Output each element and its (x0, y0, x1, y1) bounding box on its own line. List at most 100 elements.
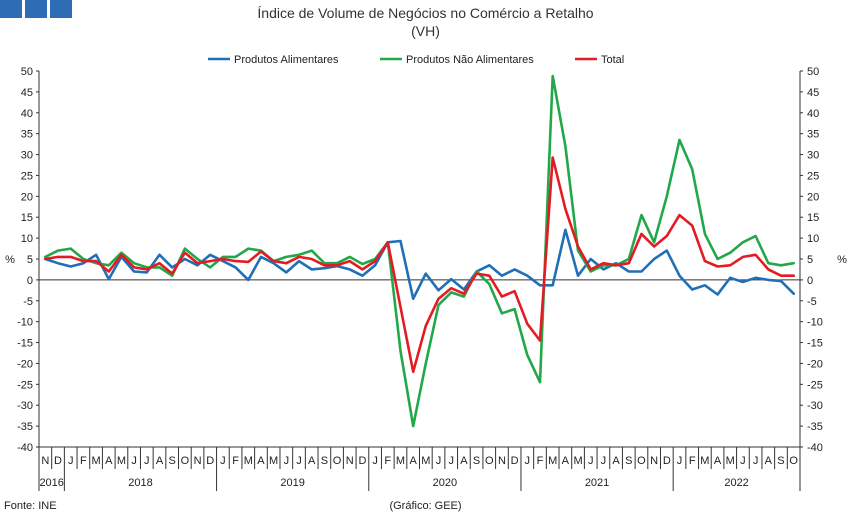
month-label: D (663, 455, 671, 467)
month-label: S (321, 455, 328, 467)
month-label: A (308, 455, 316, 467)
ine-logo (0, 0, 72, 18)
legend-label-2: Produtos Não Alimentares (406, 54, 534, 66)
month-label: O (333, 455, 342, 467)
month-label: A (105, 455, 113, 467)
month-label: J (144, 455, 150, 467)
month-label: A (562, 455, 570, 467)
axes: -40 -40 -35 -35 -30 -30 -25 -25 -20 -20 -15 -15 -10 -… (5, 66, 847, 491)
y-tick-label-right: -20 (807, 358, 823, 370)
year-label: 2021 (585, 477, 609, 489)
y-tick-label-left: -35 (17, 421, 33, 433)
month-label: O (789, 455, 798, 467)
month-label: J (296, 455, 302, 467)
month-label: M (573, 455, 582, 467)
month-label: M (269, 455, 278, 467)
month-label: N (346, 455, 354, 467)
y-axis-label-left: % (5, 254, 15, 266)
y-tick-label-left: 25 (21, 170, 33, 182)
logo-block-1 (0, 0, 22, 18)
y-tick-label-left: -20 (17, 358, 33, 370)
month-label: F (80, 455, 87, 467)
month-label: J (753, 455, 759, 467)
year-label: 2022 (724, 477, 748, 489)
month-label: S (625, 455, 632, 467)
month-label: F (689, 455, 696, 467)
month-label: N (498, 455, 506, 467)
y-tick-label-right: 40 (807, 108, 819, 120)
year-label: 2019 (280, 477, 304, 489)
month-label: J (601, 455, 607, 467)
month-label: M (396, 455, 405, 467)
month-label: J (525, 455, 531, 467)
series-line-2 (43, 74, 796, 428)
chart-subtitle: (VH) (411, 23, 440, 39)
y-tick-label-right: 20 (807, 191, 819, 203)
month-label: J (677, 455, 683, 467)
y-tick-label-left: 15 (21, 212, 33, 224)
month-label: A (714, 455, 722, 467)
y-tick-label-right: -35 (807, 421, 823, 433)
y-tick-label-left: 50 (21, 66, 33, 78)
month-label: J (372, 455, 378, 467)
y-tick-label-right: 10 (807, 233, 819, 245)
month-label: F (537, 455, 544, 467)
month-label: D (511, 455, 519, 467)
y-tick-label-right: 45 (807, 87, 819, 99)
y-tick-label-right: -25 (807, 379, 823, 391)
y-tick-label-right: 50 (807, 66, 819, 78)
y-tick-label-left: 5 (27, 254, 33, 266)
y-tick-label-left: -25 (17, 379, 33, 391)
year-label: 2020 (433, 477, 457, 489)
y-tick-label-right: -30 (807, 400, 823, 412)
month-label: J (436, 455, 442, 467)
month-label: O (485, 455, 494, 467)
month-label: J (740, 455, 746, 467)
month-label: M (117, 455, 126, 467)
legend: Produtos Alimentares Produtos Não Aliment… (208, 54, 624, 66)
y-tick-label-right: 15 (807, 212, 819, 224)
y-tick-label-right: -15 (807, 338, 823, 350)
month-label: A (765, 455, 773, 467)
y-tick-label-left: -10 (17, 317, 33, 329)
month-label: M (421, 455, 430, 467)
month-label: M (548, 455, 557, 467)
chart-title: Índice de Volume de Negócios no Comércio… (257, 5, 594, 21)
month-label: O (637, 455, 646, 467)
month-label: F (232, 455, 239, 467)
year-label: 2018 (128, 477, 152, 489)
logo-block-3 (50, 0, 72, 18)
month-label: N (194, 455, 202, 467)
month-label: S (473, 455, 480, 467)
series-layer (43, 74, 796, 428)
month-label: S (777, 455, 784, 467)
year-label: 2016 (39, 477, 63, 489)
logo-block-2 (25, 0, 47, 18)
chart-credit: (Gráfico: GEE) (389, 500, 462, 512)
month-label: N (41, 455, 49, 467)
month-label: J (284, 455, 290, 467)
month-label: F (384, 455, 391, 467)
month-label: A (257, 455, 265, 467)
month-label: S (169, 455, 176, 467)
y-tick-label-right: -40 (807, 442, 823, 454)
month-label: M (244, 455, 253, 467)
y-tick-label-right: -10 (807, 317, 823, 329)
y-tick-label-left: 40 (21, 108, 33, 120)
month-label: M (700, 455, 709, 467)
month-label: J (448, 455, 454, 467)
y-axis-label-right: % (837, 254, 847, 266)
y-tick-label-right: 5 (807, 254, 813, 266)
series-line-1 (43, 228, 796, 301)
legend-label-3: Total (601, 54, 624, 66)
month-label: J (68, 455, 74, 467)
y-tick-label-right: 25 (807, 170, 819, 182)
y-tick-label-left: 0 (27, 275, 33, 287)
y-tick-label-right: 0 (807, 275, 813, 287)
y-tick-label-left: 30 (21, 150, 33, 162)
month-label: J (131, 455, 137, 467)
month-label: M (726, 455, 735, 467)
source-note: Fonte: INE (4, 500, 57, 512)
series-line-3 (43, 156, 796, 374)
